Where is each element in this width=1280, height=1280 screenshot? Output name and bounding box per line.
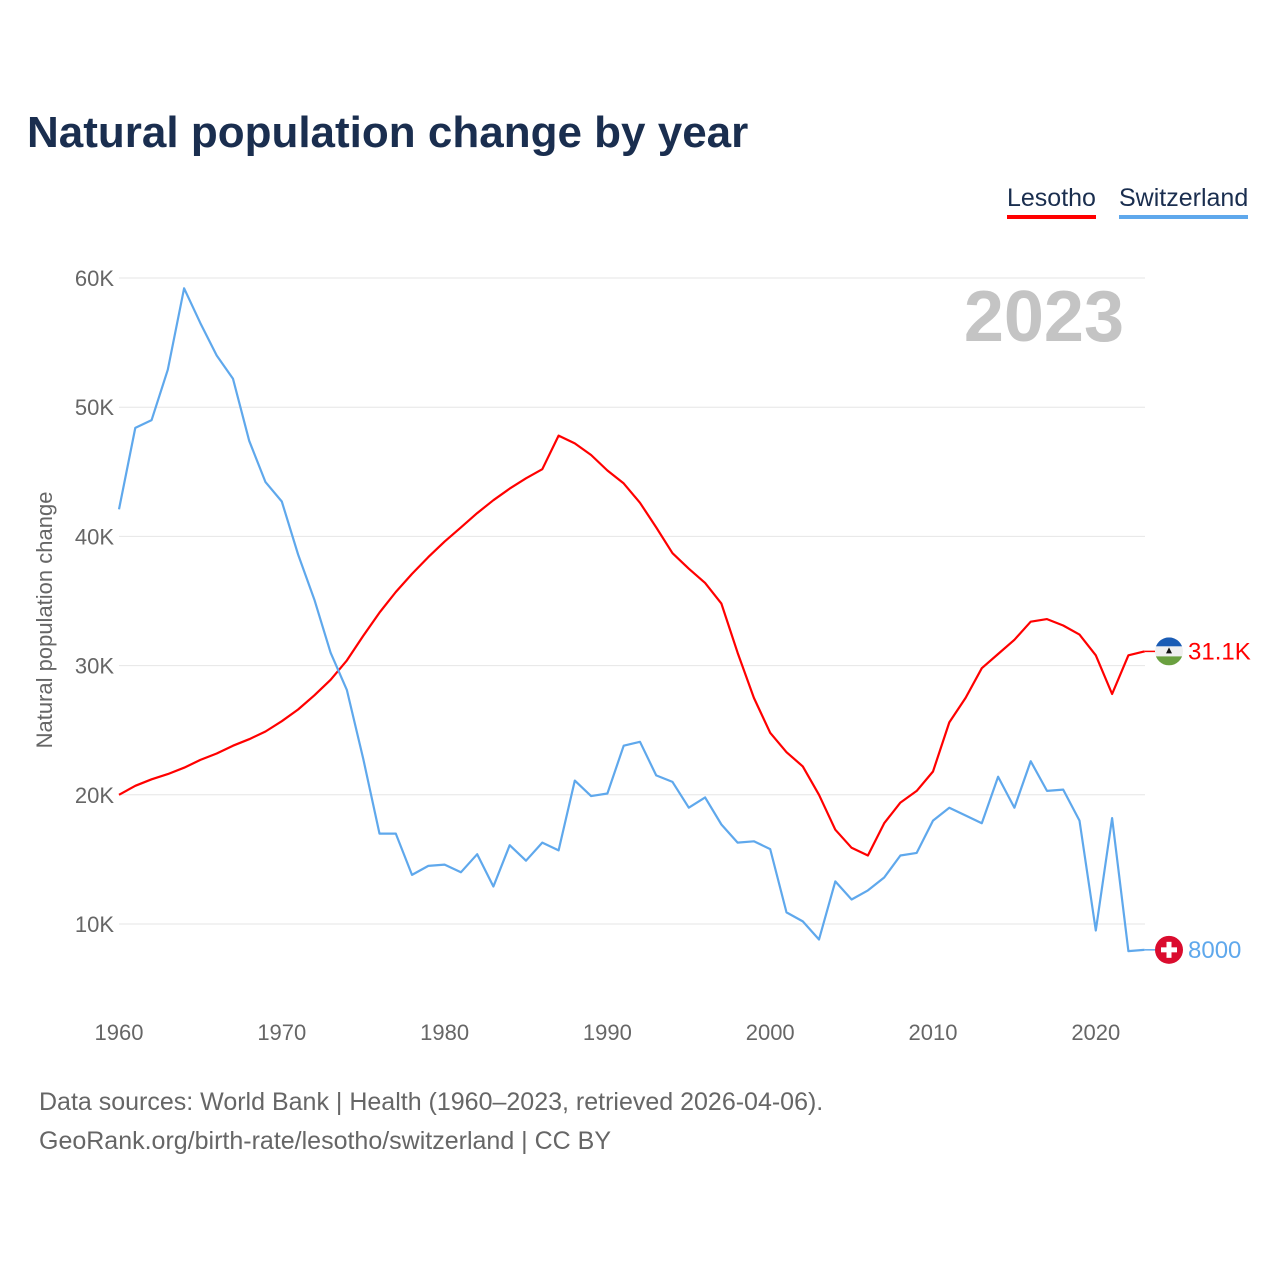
flag-stripe-green xyxy=(1155,656,1183,666)
switzerland-flag-icon xyxy=(1155,935,1183,964)
x-tick-label: 1970 xyxy=(257,1020,306,1045)
legend-item-switzerland[interactable]: Switzerland xyxy=(1119,184,1249,219)
legend-item-lesotho[interactable]: Lesotho xyxy=(1007,184,1096,219)
y-tick-label: 60K xyxy=(75,266,114,291)
series-line-lesotho xyxy=(118,434,1145,857)
flag-body xyxy=(1155,637,1183,666)
y-tick-label: 30K xyxy=(75,654,114,679)
flag-cross-h xyxy=(1161,947,1177,953)
end-value-label: 8000 xyxy=(1188,937,1241,964)
series-line-switzerland xyxy=(117,287,1145,953)
x-tick-label: 2010 xyxy=(909,1020,958,1045)
y-tick-label: 40K xyxy=(75,524,114,549)
end-value-label: 31.1K xyxy=(1188,638,1251,665)
x-tick-label: 2020 xyxy=(1071,1020,1120,1045)
x-tick-label: 2000 xyxy=(746,1020,795,1045)
chart-title: Natural population change by year xyxy=(27,108,749,157)
x-tick-label: 1980 xyxy=(420,1020,469,1045)
flag-stripe-blue xyxy=(1155,637,1183,647)
y-tick-label: 50K xyxy=(75,395,114,420)
y-tick-label: 10K xyxy=(75,912,114,937)
x-tick-label: 1990 xyxy=(583,1020,632,1045)
flag-hat xyxy=(1166,647,1172,654)
data-sources: Data sources: World Bank | Health (1960–… xyxy=(39,1088,824,1116)
x-tick-label: 1960 xyxy=(95,1020,144,1045)
lesotho-flag-icon xyxy=(1155,637,1183,666)
source-link[interactable]: GeoRank.org/birth-rate/lesotho/switzerla… xyxy=(39,1127,612,1155)
y-axis-label: Natural population change xyxy=(32,492,57,749)
y-tick-label: 20K xyxy=(75,783,114,808)
year-label: 2023 xyxy=(964,277,1124,357)
